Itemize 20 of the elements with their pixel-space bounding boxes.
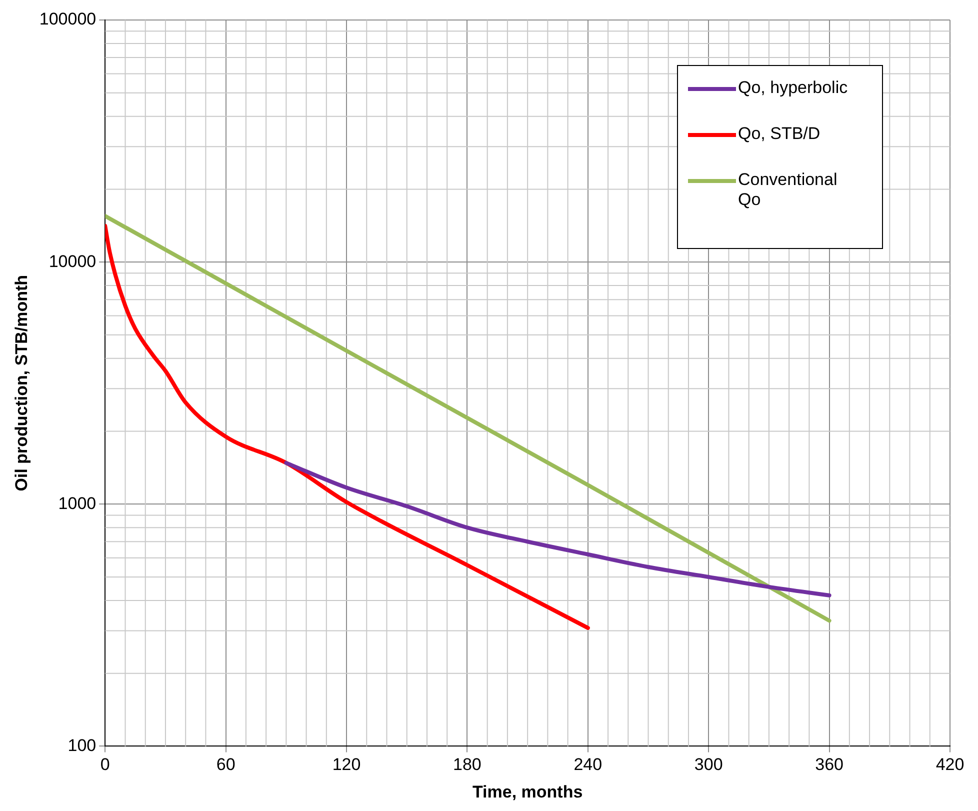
- x-tick-label: 420: [936, 755, 964, 774]
- y-axis-title: Oil production, STB/month: [12, 274, 31, 492]
- x-tick-label: 60: [216, 755, 236, 774]
- x-tick-label: 120: [332, 755, 361, 774]
- x-tick-label: 360: [815, 755, 844, 774]
- y-tick-label: 100: [68, 736, 96, 755]
- line-series: [284, 460, 832, 598]
- x-axis-title: Time, months: [472, 782, 583, 802]
- y-tick-label: 10000: [48, 252, 96, 271]
- x-tick-label: 180: [453, 755, 482, 774]
- line-series: [105, 224, 590, 630]
- line-series: [105, 214, 832, 623]
- x-tick-label: 0: [100, 755, 110, 774]
- x-tick-label: 300: [694, 755, 723, 774]
- y-tick-label: 100000: [39, 10, 96, 29]
- x-tick-label: 240: [574, 755, 602, 774]
- legend-label: Qo, hyperbolic: [737, 78, 849, 98]
- legend-label: Qo, STB/D: [737, 124, 822, 144]
- y-tick-label: 1000: [58, 494, 96, 513]
- legend-label: Conventional Qo: [737, 170, 838, 210]
